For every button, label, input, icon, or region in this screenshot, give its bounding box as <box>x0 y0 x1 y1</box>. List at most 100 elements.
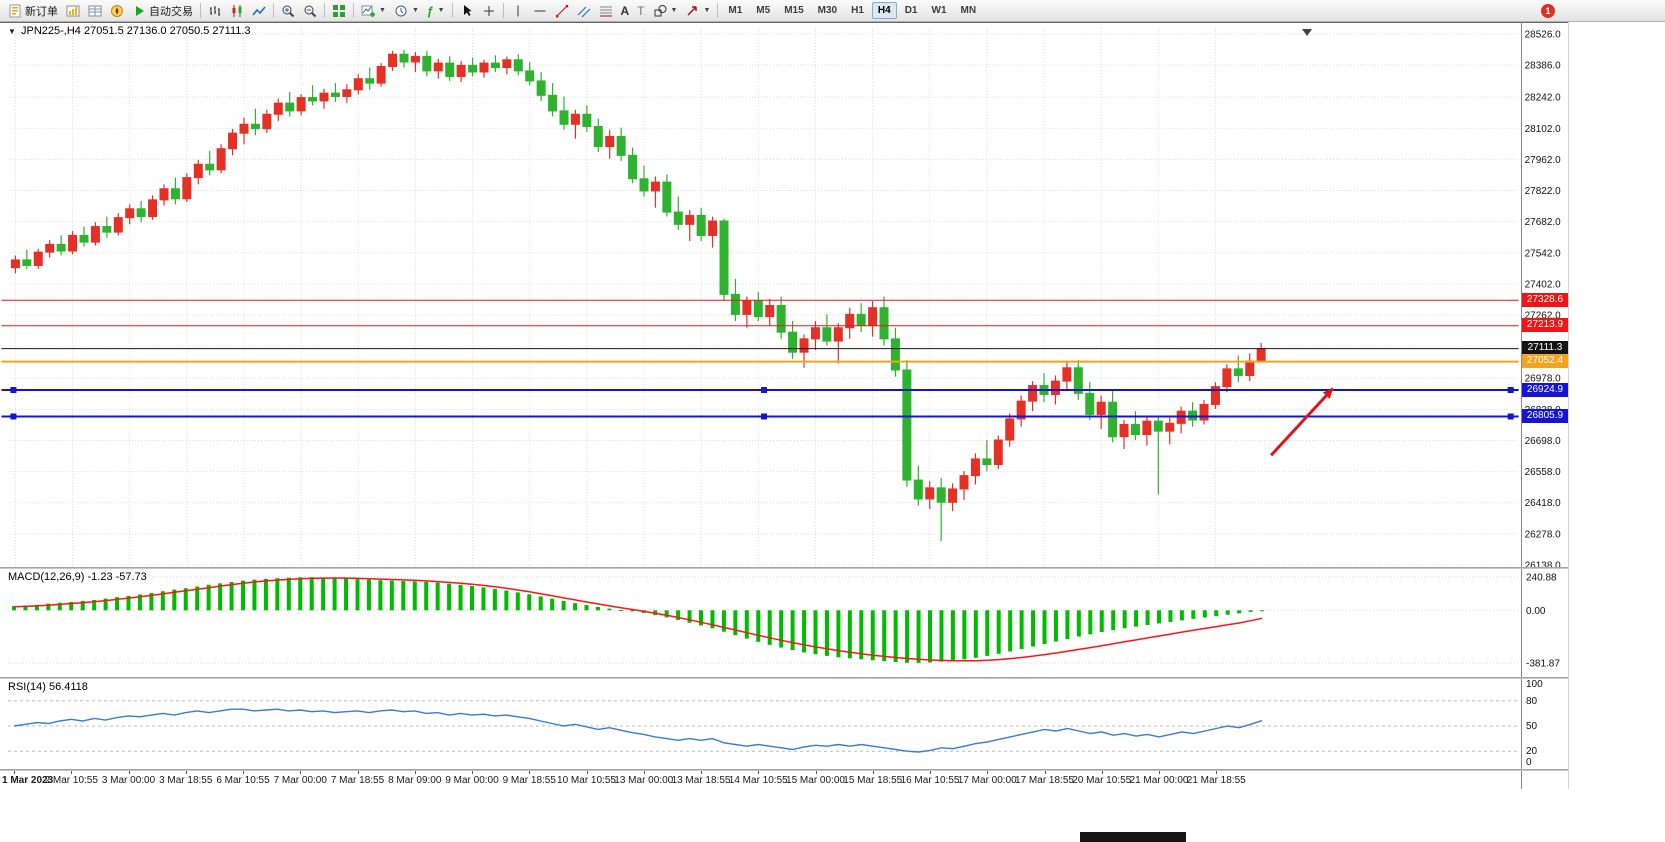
line-chart-button[interactable] <box>248 1 270 21</box>
macd-histogram-bar <box>882 610 887 662</box>
timeframe-button-M5[interactable]: M5 <box>750 2 776 19</box>
candle-body <box>628 154 638 180</box>
horizontal-line-tool-button[interactable] <box>529 1 551 21</box>
macd-histogram-bar <box>34 604 39 611</box>
macd-histogram-bar <box>344 578 349 611</box>
candle-body <box>890 338 900 371</box>
timeframe-button-M30[interactable]: M30 <box>812 2 843 19</box>
macd-histogram-bar <box>1191 610 1196 619</box>
arrows-tool-button[interactable]: ▼ <box>681 1 714 21</box>
macd-histogram-bar <box>492 588 497 611</box>
macd-histogram-bar <box>779 610 784 648</box>
new-order-button[interactable]: 新订单 <box>4 1 62 21</box>
rsi-panel-canvas[interactable]: 100 80 50 200 <box>0 679 1568 769</box>
navigator-button[interactable] <box>106 1 128 21</box>
notification-badge[interactable]: 1 <box>1541 4 1555 18</box>
time-axis[interactable]: 1 Mar 2023 2 Mar 10:55 3 Mar 00:00 3 Mar 18… <box>0 771 1568 789</box>
macd-histogram-bar <box>23 605 28 611</box>
crosshair-button[interactable] <box>478 1 500 21</box>
timeframe-button-M1[interactable]: M1 <box>722 2 748 19</box>
candle-body <box>1073 367 1083 394</box>
fibonacci-tool-button[interactable] <box>595 1 617 21</box>
panel-splitter[interactable] <box>0 677 1568 679</box>
rsi-label: RSI(14) 56.4118 <box>8 681 88 693</box>
line-handle[interactable] <box>10 387 17 394</box>
shapes-icon <box>654 4 667 16</box>
line-handle[interactable] <box>1507 387 1514 394</box>
macd-histogram-bar <box>618 610 623 612</box>
macd-histogram-bar <box>905 610 910 663</box>
timeframe-button-D1[interactable]: D1 <box>899 2 924 19</box>
label-tool-button[interactable]: T <box>633 1 648 21</box>
candle-body <box>513 59 523 72</box>
macd-histogram-bar <box>160 591 165 611</box>
navigator-icon <box>111 4 123 17</box>
panel-splitter[interactable] <box>0 567 1568 569</box>
candle-body <box>605 135 615 147</box>
zoom-out-button[interactable] <box>299 1 321 21</box>
macd-histogram-bar <box>286 577 291 611</box>
candle-body <box>170 188 180 200</box>
new-chart-button[interactable]: ▼ <box>357 1 390 21</box>
price-axis-label: 26278.0 <box>1525 529 1561 540</box>
text-tool-button[interactable]: A <box>617 1 634 21</box>
price-axis-label: 26418.0 <box>1525 498 1561 509</box>
profiles-button[interactable]: ▼ <box>390 1 423 21</box>
macd-histogram-bar <box>46 603 51 611</box>
candle-body <box>125 208 135 219</box>
price-axis-label: 27262.0 <box>1525 311 1561 322</box>
macd-histogram-bar <box>1214 610 1219 617</box>
line-handle[interactable] <box>1507 413 1514 420</box>
zoom-in-button[interactable] <box>277 1 299 21</box>
timeframe-button-M15[interactable]: M15 <box>778 2 809 19</box>
macd-histogram-bar <box>973 610 978 658</box>
macd-histogram-bar <box>263 578 268 611</box>
main-chart-canvas[interactable]: 28526.0 28386.0 28242.0 28102.0 27962.0 27822… <box>0 22 1568 568</box>
line-handle[interactable] <box>10 413 17 420</box>
cursor-button[interactable] <box>456 1 478 21</box>
macd-name: MACD(12,26,9) <box>8 571 85 583</box>
auto-trading-button[interactable]: 自动交易 <box>128 1 197 21</box>
data-window-button[interactable] <box>84 1 106 21</box>
candle-body <box>810 327 820 340</box>
timeframe-button-W1[interactable]: W1 <box>926 2 953 19</box>
dropdown-caret-icon: ▼ <box>437 7 445 14</box>
shapes-tool-button[interactable]: ▼ <box>649 1 682 21</box>
trend-arrow[interactable] <box>1270 387 1335 457</box>
timeframe-button-H4[interactable]: H4 <box>871 2 897 19</box>
macd-histogram-bar <box>664 610 669 618</box>
time-axis-label: 7 Mar 00:00 <box>273 775 327 786</box>
bar-chart-button[interactable] <box>204 1 226 21</box>
time-axis-tick <box>14 771 15 774</box>
time-axis-label: 14 Mar 10:55 <box>728 775 788 786</box>
line-handle[interactable] <box>761 387 768 394</box>
trendline-tool-button[interactable] <box>551 1 573 21</box>
macd-histogram-bar <box>756 610 761 642</box>
candle-body <box>353 78 363 91</box>
panel-splitter[interactable] <box>0 769 1568 771</box>
channel-tool-button[interactable] <box>573 1 595 21</box>
vertical-line-tool-button[interactable] <box>507 1 529 21</box>
timeframe-button-H1[interactable]: H1 <box>845 2 870 19</box>
price-axis-label: 26558.0 <box>1525 467 1561 478</box>
fibonacci-icon <box>599 6 612 16</box>
chart-header: ▼ JPN225-,H4 27051.5 27136.0 27050.5 271… <box>8 25 251 37</box>
tile-windows-button[interactable] <box>328 1 350 21</box>
market-watch-button[interactable] <box>62 1 84 21</box>
line-handle[interactable] <box>761 413 768 420</box>
indicators-button[interactable]: ƒ ▼ <box>423 1 449 21</box>
candle-body <box>1245 360 1255 377</box>
toolbar-separator <box>324 3 325 18</box>
timeframe-button-MN[interactable]: MN <box>955 2 983 19</box>
candle-body <box>193 163 203 179</box>
chart-shift-marker[interactable] <box>1302 28 1313 36</box>
macd-histogram-bar <box>241 580 245 611</box>
candlestick-chart-button[interactable] <box>226 1 248 21</box>
macd-axis-label: 0.00 <box>1526 606 1546 617</box>
macd-histogram-bar <box>573 603 578 611</box>
time-axis-tick <box>71 771 73 774</box>
macd-panel-canvas[interactable]: 240.88 0.00 -381.87 <box>0 569 1568 677</box>
time-axis-tick <box>701 771 702 774</box>
trend-arrow-head[interactable] <box>1322 388 1333 399</box>
candle-body <box>468 64 478 73</box>
